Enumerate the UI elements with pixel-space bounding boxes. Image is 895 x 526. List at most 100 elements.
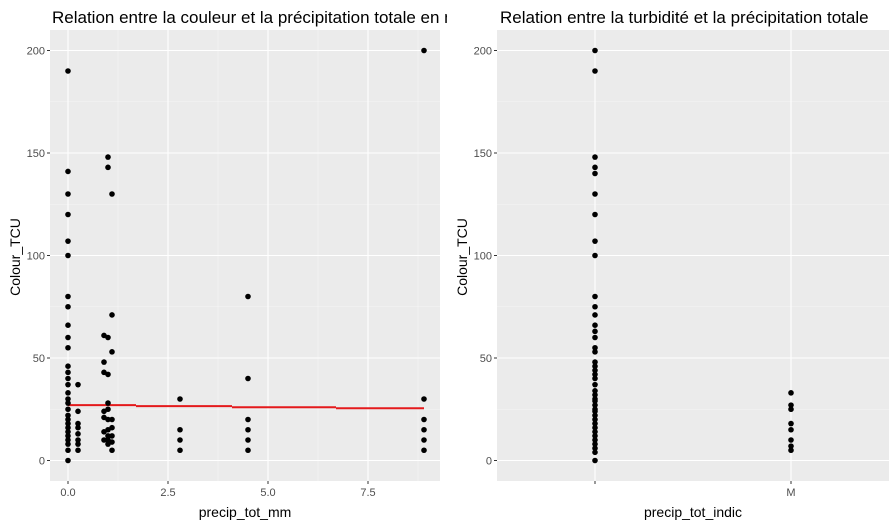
data-point: [592, 359, 598, 365]
data-point: [592, 47, 598, 54]
y-tick-label: 100: [27, 251, 45, 263]
data-point: [592, 322, 598, 329]
data-point: [592, 375, 598, 382]
data-point: [109, 191, 115, 197]
data-point: [75, 437, 81, 443]
data-point: [788, 390, 794, 396]
trend-line-left: [68, 404, 424, 410]
x-axis-title-left: precip_tot_mm: [199, 504, 292, 520]
ticks-right: 0 50 100 150 200 M: [474, 46, 796, 500]
data-point: [101, 437, 107, 443]
data-point: [75, 447, 81, 454]
data-point: [65, 416, 71, 423]
x-axis-title-right: precip_tot_indic: [644, 504, 742, 520]
data-point: [75, 424, 81, 431]
data-point: [592, 170, 598, 177]
data-point: [109, 312, 115, 318]
data-point: [65, 429, 71, 435]
x-tick-label: 0.0: [60, 487, 75, 499]
data-point: [109, 439, 115, 445]
data-point: [65, 441, 71, 447]
data-point: [592, 445, 598, 452]
data-point: [65, 400, 71, 406]
data-point: [788, 402, 794, 408]
data-point: [65, 334, 71, 341]
data-point: [788, 447, 794, 454]
data-point: [592, 437, 598, 443]
data-point: [592, 392, 598, 398]
data-point: [101, 359, 107, 365]
data-point: [592, 154, 598, 160]
data-point: [109, 424, 115, 431]
data-point: [65, 396, 71, 402]
data-point: [592, 381, 598, 388]
y-tick-label: 100: [474, 251, 492, 263]
data-point: [177, 426, 183, 433]
data-point: [109, 447, 115, 454]
x-tick-label: 2.5: [160, 487, 175, 499]
data-point: [592, 191, 598, 197]
data-point: [65, 381, 71, 388]
data-point: [592, 420, 598, 427]
data-point: [788, 426, 794, 433]
chart-title-right: Relation entre la turbidité et la précip…: [500, 8, 869, 27]
chart-svg-left: Relation entre la couleur et la précipit…: [7, 8, 447, 520]
data-point: [65, 447, 71, 454]
data-point: [592, 424, 598, 431]
data-point: [592, 371, 598, 378]
data-point: [592, 388, 598, 394]
data-point: [105, 371, 111, 378]
data-point: [105, 416, 111, 423]
data-point: [421, 416, 427, 423]
data-point: [592, 164, 598, 171]
data-point: [65, 344, 71, 351]
data-point: [592, 396, 598, 402]
data-point: [105, 433, 111, 439]
data-point: [788, 406, 794, 413]
data-point: [65, 363, 71, 370]
data-point: [592, 334, 598, 341]
data-point: [592, 457, 598, 464]
data-point: [105, 164, 111, 171]
data-point: [65, 375, 71, 382]
x-tick-label: 5.0: [260, 487, 275, 499]
y-tick-label: 50: [33, 353, 45, 365]
y-tick-label: 50: [480, 353, 492, 365]
data-point: [65, 406, 71, 413]
data-point: [65, 252, 71, 259]
data-point: [245, 447, 251, 454]
data-point: [65, 424, 71, 431]
chart-svg-right: Relation entre la turbidité et la précip…: [454, 8, 889, 520]
data-point: [177, 396, 183, 402]
data-point: [592, 252, 598, 259]
data-point: [592, 238, 598, 244]
data-point: [592, 433, 598, 439]
data-point: [245, 437, 251, 443]
data-point: [421, 426, 427, 433]
data-point: [788, 437, 794, 443]
data-point: [65, 238, 71, 244]
data-point: [65, 369, 71, 376]
data-point: [75, 431, 81, 437]
data-point: [592, 402, 598, 408]
y-tick-label: 200: [474, 46, 492, 58]
data-point: [105, 334, 111, 341]
data-point: [65, 322, 71, 329]
data-point: [421, 447, 427, 454]
y-tick-label: 200: [27, 46, 45, 58]
data-point: [421, 396, 427, 402]
data-point: [109, 349, 115, 355]
data-point: [75, 381, 81, 388]
data-point: [245, 426, 251, 433]
points-left: [65, 47, 427, 464]
data-point: [105, 400, 111, 406]
y-tick-label: 0: [39, 456, 45, 468]
data-point: [421, 437, 427, 443]
data-point: [177, 447, 183, 454]
data-point: [65, 433, 71, 439]
data-point: [245, 293, 251, 300]
data-point: [65, 303, 71, 310]
data-point: [65, 191, 71, 197]
data-point: [177, 437, 183, 443]
y-tick-label: 0: [486, 456, 492, 468]
